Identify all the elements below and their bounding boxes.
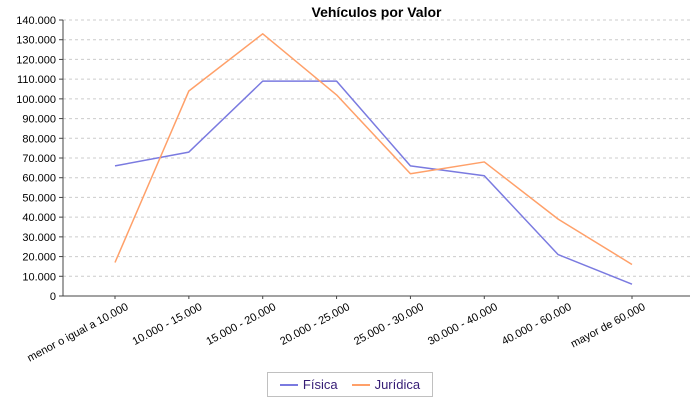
y-axis-label: 10.000	[22, 271, 56, 283]
x-axis-label: 25.000 - 30.000	[352, 301, 426, 348]
x-axis-label: menor o igual a 10.000	[25, 301, 130, 364]
y-axis-label: 70.000	[22, 153, 56, 165]
x-axis-label: 40.000 - 60.000	[500, 301, 574, 348]
x-axis-label: 30.000 - 40.000	[426, 301, 500, 348]
series-line-fisica	[114, 80, 633, 285]
x-axis-label: 20.000 - 25.000	[278, 301, 352, 348]
y-axis-label: 140.000	[16, 15, 56, 27]
y-axis-label: 20.000	[22, 252, 56, 264]
y-axis-label: 130.000	[16, 35, 56, 47]
legend-label-juridica: Jurídica	[374, 377, 421, 392]
y-axis-label: 120.000	[16, 54, 56, 66]
x-axis-label: 10.000 - 15.000	[131, 301, 205, 348]
y-axis-label: 90.000	[22, 114, 56, 126]
chart-title: Vehículos por Valor	[311, 4, 442, 20]
y-axis-label: 40.000	[22, 212, 56, 224]
x-axis-label: 15.000 - 20.000	[204, 301, 278, 348]
legend-box: Física Jurídica	[266, 372, 434, 397]
x-axis-label: mayor de 60.000	[569, 301, 648, 350]
legend: Física Jurídica	[0, 372, 700, 397]
legend-swatch-juridica	[351, 383, 370, 386]
legend-label-fisica: Física	[302, 377, 338, 392]
legend-item-juridica: Jurídica	[351, 377, 421, 392]
y-axis-label: 30.000	[22, 232, 56, 244]
legend-item-fisica: Física	[279, 377, 338, 392]
y-axis-label: 60.000	[22, 173, 56, 185]
legend-swatch-fisica	[279, 383, 298, 386]
line-chart-plot: 0 10.000 20.000 30.000 40.000 50.000 60.000 70.…	[16, 15, 690, 364]
y-axis-label: 0	[50, 291, 56, 303]
series-line-juridica	[114, 33, 633, 266]
y-axis-label: 50.000	[22, 192, 56, 204]
y-axis-label: 110.000	[17, 74, 56, 86]
y-axis-label: 100.000	[16, 94, 56, 106]
y-axis-label: 80.000	[22, 133, 56, 145]
